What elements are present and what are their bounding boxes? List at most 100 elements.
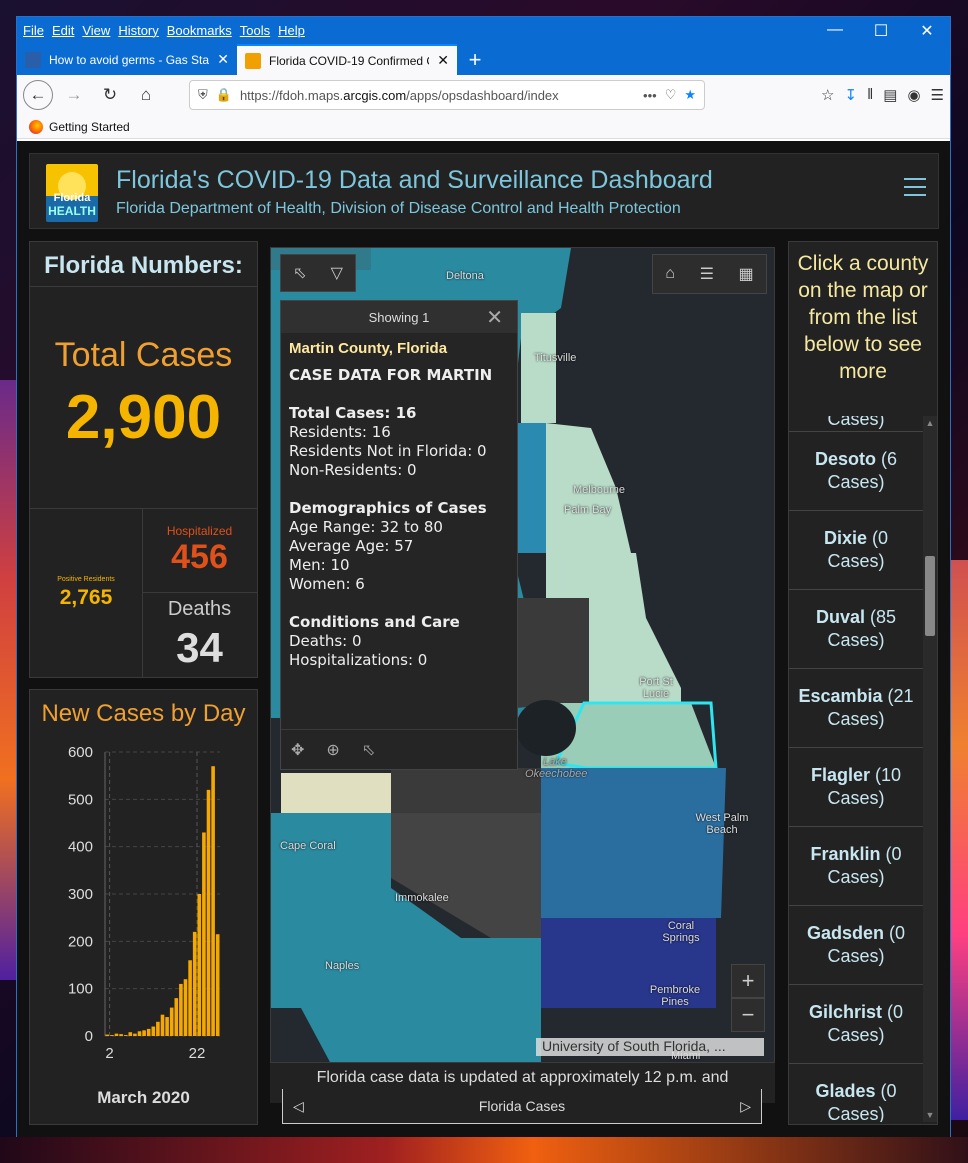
map-label: West Palm Beach	[695, 812, 749, 836]
hamburger-menu-icon[interactable]	[904, 178, 926, 202]
chevron-down-icon[interactable]: ▽	[330, 265, 343, 282]
pan-icon[interactable]: ✥	[291, 741, 305, 759]
url-bar[interactable]: ⛨ 🔒 https://fdoh.maps.arcgis.com/apps/op…	[189, 80, 705, 110]
new-tab-icon[interactable]: +	[468, 47, 482, 72]
carousel-prev-icon[interactable]: ◁	[293, 1097, 304, 1114]
close-popup-icon[interactable]: ✕	[486, 307, 503, 329]
list-item[interactable]: Gadsden (0 Cases)	[789, 906, 923, 985]
popup-deaths: Deaths: 0	[289, 632, 362, 650]
logo-text: HEALTH	[48, 204, 96, 218]
map-label: Palm Bay	[564, 504, 612, 516]
download-icon[interactable]: ↧	[844, 87, 858, 104]
chart-bar	[215, 934, 220, 1036]
county-list-title: Click a county on the map or from the li…	[797, 252, 929, 383]
menu-view[interactable]: View	[82, 23, 111, 38]
menu-bar: File Edit View History Bookmarks Tools H…	[17, 17, 950, 44]
pocket-icon[interactable]: ♡	[664, 87, 677, 102]
page-subtitle: Florida Department of Health, Division o…	[116, 200, 681, 217]
menu-history[interactable]: History	[118, 23, 159, 38]
tab-germs[interactable]: How to avoid germs - Gas Stati ✕	[17, 44, 237, 75]
close-tab-icon[interactable]: ✕	[217, 51, 229, 67]
legend-icon[interactable]: ☰	[699, 266, 714, 283]
sun-icon	[58, 172, 86, 200]
list-item[interactable]: Duval (85 Cases)	[789, 590, 923, 669]
dashboard-header: Florida HEALTH Florida's COVID-19 Data a…	[29, 153, 939, 229]
reload-icon[interactable]: ↻	[102, 85, 118, 104]
popup-residents: Residents: 16	[289, 423, 391, 441]
scroll-thumb[interactable]	[925, 556, 935, 636]
sidebar-icon[interactable]: ▤	[883, 87, 898, 104]
list-item[interactable]: Glades (0 Cases)	[789, 1064, 923, 1122]
select-icon[interactable]: ⬁	[293, 265, 307, 282]
chart-bar	[142, 1030, 146, 1036]
close-tab-icon[interactable]: ✕	[437, 52, 449, 68]
hospitalized-value: 456	[171, 538, 228, 576]
dashboard: Florida HEALTH Florida's COVID-19 Data a…	[17, 141, 950, 1137]
page-title: Florida's COVID-19 Data and Surveillance…	[116, 166, 713, 194]
account-icon[interactable]: ◉	[907, 87, 921, 104]
chart-bar	[183, 979, 188, 1036]
forward-icon[interactable]: →	[65, 85, 83, 104]
list-item[interactable]: Franklin (0 Cases)	[789, 827, 923, 906]
lock-icon[interactable]: 🔒	[215, 87, 232, 102]
list-item[interactable]: Gilchrist (0 Cases)	[789, 985, 923, 1064]
map-attribution[interactable]: University of South Florida, ...	[536, 1038, 764, 1056]
map-select-tool[interactable]: ⬁ ▽	[280, 254, 356, 292]
select-feature-icon[interactable]: ⬁	[361, 741, 376, 759]
popup-header: Showing 1 ✕	[281, 301, 517, 333]
menu-bookmarks[interactable]: Bookmarks	[166, 23, 232, 38]
popup-men: Men: 10	[289, 556, 350, 574]
zoom-to-icon[interactable]: ⊕	[326, 741, 340, 759]
home-extent-icon[interactable]: ⌂	[665, 265, 675, 282]
shield-icon[interactable]: ⛨	[198, 87, 208, 102]
basemap-icon[interactable]: ▦	[738, 266, 754, 283]
county-list-scrollbar[interactable]: ▲ ▼	[923, 416, 937, 1122]
list-item[interactable]: Flagler (10 Cases)	[789, 748, 923, 827]
chart-bar	[192, 931, 197, 1036]
county-map[interactable]: Deltona Titusville Melbourne Palm Bay Po…	[270, 247, 775, 1063]
site-favicon-icon	[245, 52, 261, 69]
popup-demographics-title: Demographics of Cases	[289, 499, 487, 517]
chart-y-tick-label: 0	[85, 1028, 93, 1045]
bookmark-getting-started[interactable]: Getting Started	[49, 119, 130, 134]
list-item[interactable]: Desoto (6 Cases)	[789, 432, 923, 511]
carousel-next-icon[interactable]: ▷	[740, 1097, 751, 1114]
list-item[interactable]: Escambia (21 Cases)	[789, 669, 923, 748]
menu-help[interactable]: Help	[278, 23, 305, 38]
list-item[interactable]: Cases)	[789, 416, 923, 432]
chart-y-tick-label: 600	[68, 744, 93, 761]
map-label: Pembroke Pines	[649, 984, 701, 1008]
page-actions-icon[interactable]: •••	[643, 87, 657, 103]
reader-icon[interactable]: ☆	[821, 87, 835, 104]
home-icon[interactable]: ⌂	[140, 85, 152, 104]
chart-y-tick-label: 300	[68, 886, 93, 903]
menu-edit[interactable]: Edit	[51, 23, 75, 38]
popup-hospitalizations: Hospitalizations: 0	[289, 651, 428, 669]
menu-file[interactable]: File	[23, 23, 44, 38]
tab-covid[interactable]: Florida COVID-19 Confirmed Ca ✕	[237, 44, 457, 75]
popup-women: Women: 6	[289, 575, 365, 593]
bookmarks-bar: Getting Started	[17, 115, 950, 139]
back-icon[interactable]: ←	[23, 80, 53, 110]
chart-bar	[174, 998, 179, 1036]
chart-x-tick-label: 2	[105, 1045, 113, 1062]
hospitalized-label: Hospitalized	[166, 524, 233, 538]
zoom-out-icon[interactable]: −	[731, 998, 765, 1032]
maximize-icon[interactable]: ☐	[873, 22, 889, 40]
bookmark-star-icon[interactable]: ★	[684, 87, 696, 102]
menu-tools[interactable]: Tools	[239, 23, 271, 38]
app-menu-icon[interactable]: ☰	[930, 87, 944, 104]
scroll-up-icon[interactable]: ▲	[925, 418, 935, 428]
chart-y-tick-label: 200	[68, 933, 93, 950]
close-window-icon[interactable]: ✕	[920, 22, 934, 40]
list-item[interactable]: Dixie (0 Cases)	[789, 511, 923, 590]
url-text: https://fdoh.maps.arcgis.com/apps/opsdas…	[239, 87, 559, 103]
library-icon[interactable]: ‖	[867, 86, 874, 103]
wallpaper-right	[950, 560, 968, 1120]
minimize-icon[interactable]: —	[827, 20, 843, 38]
popup-total-cases: Total Cases: 16	[289, 404, 417, 422]
chart-y-tick-label: 400	[68, 839, 93, 856]
scroll-down-icon[interactable]: ▼	[925, 1110, 935, 1120]
zoom-in-icon[interactable]: +	[731, 964, 765, 998]
